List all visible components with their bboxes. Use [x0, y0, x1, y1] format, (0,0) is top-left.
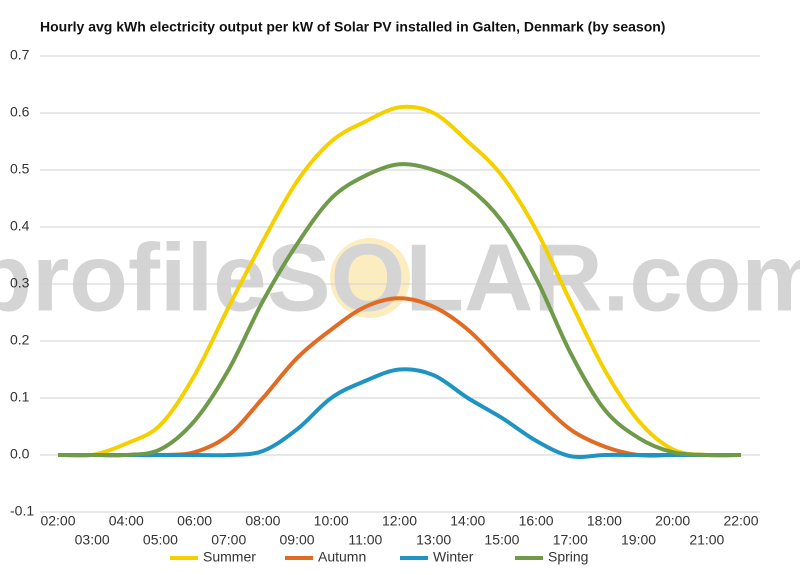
x-tick-label: 05:00	[143, 532, 178, 548]
x-tick-label: 06:00	[177, 513, 212, 529]
x-tick-label: 21:00	[689, 532, 724, 548]
legend-label: Spring	[548, 549, 588, 565]
x-tick-label: 14:00	[450, 513, 485, 529]
y-tick-label: 0.6	[10, 104, 30, 120]
x-tick-label: 04:00	[109, 513, 144, 529]
x-tick-label: 10:00	[314, 513, 349, 529]
x-tick-label: 08:00	[245, 513, 280, 529]
x-tick-label: 13:00	[416, 532, 451, 548]
y-tick-label: 0.7	[10, 47, 30, 63]
y-tick-label: 0.1	[10, 389, 30, 405]
x-tick-label: 03:00	[75, 532, 110, 548]
x-tick-label: 18:00	[587, 513, 622, 529]
legend-label: Summer	[203, 549, 256, 565]
x-tick-label: 16:00	[519, 513, 554, 529]
x-tick-label: 19:00	[621, 532, 656, 548]
series-line	[57, 367, 741, 459]
x-tick-label: 17:00	[553, 532, 588, 548]
x-tick-label: 15:00	[484, 532, 519, 548]
series-line	[57, 104, 742, 458]
legend-label: Autumn	[318, 549, 366, 565]
watermark: profileSOLAR.com	[0, 224, 800, 331]
x-tick-label: 02:00	[40, 513, 75, 529]
series-line	[57, 162, 742, 458]
y-tick-label: 0.4	[10, 218, 30, 234]
x-tick-label: 22:00	[723, 513, 758, 529]
x-tick-label: 20:00	[655, 513, 690, 529]
y-tick-label: 0.5	[10, 161, 30, 177]
y-tick-label: 0.0	[10, 446, 30, 462]
legend-label: Winter	[433, 549, 474, 565]
x-tick-label: 09:00	[280, 532, 315, 548]
y-tick-label: 0.3	[10, 275, 30, 291]
y-tick-label: 0.2	[10, 332, 30, 348]
y-tick-label: -0.1	[10, 503, 34, 519]
x-tick-label: 12:00	[382, 513, 417, 529]
x-tick-label: 11:00	[348, 532, 382, 548]
chart-title: Hourly avg kWh electricity output per kW…	[40, 19, 665, 35]
x-tick-label: 07:00	[211, 532, 246, 548]
